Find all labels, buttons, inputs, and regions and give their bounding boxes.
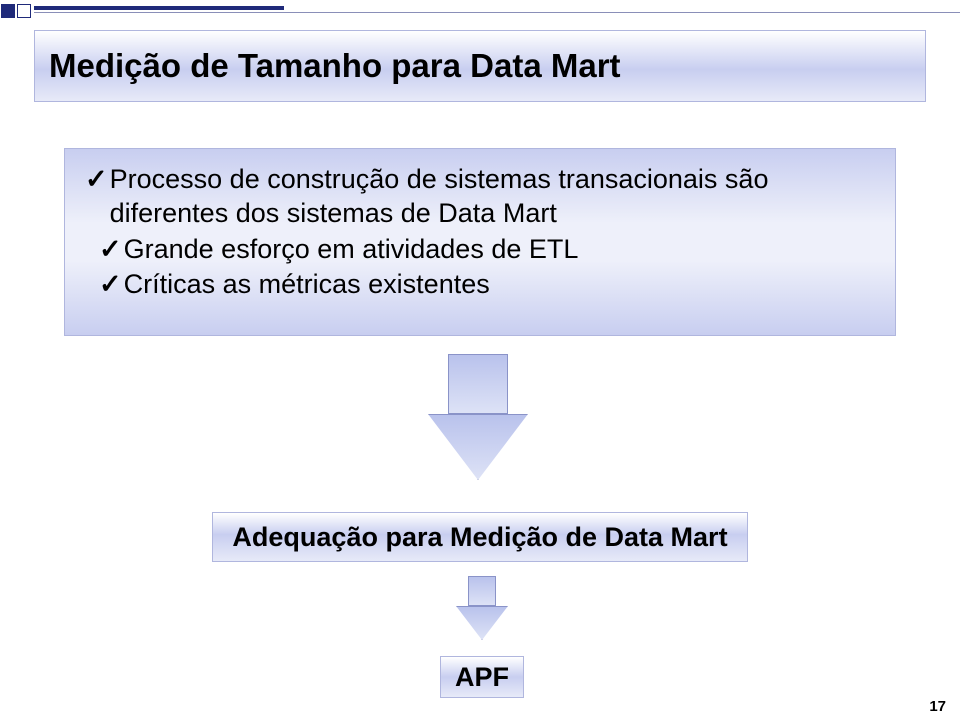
apf-text: APF bbox=[455, 662, 509, 693]
page-number: 17 bbox=[929, 698, 946, 715]
deco-square-filled bbox=[1, 4, 15, 18]
arrow-stem bbox=[468, 576, 496, 606]
mid-box-text: Adequação para Medição de Data Mart bbox=[232, 522, 727, 553]
title-box: Medição de Tamanho para Data Mart bbox=[34, 30, 926, 102]
content-box: ✓ Processo de construção de sistemas tra… bbox=[64, 148, 896, 336]
arrow-head bbox=[428, 414, 528, 480]
bullet-item: ✓ Críticas as métricas existentes bbox=[85, 268, 875, 302]
bullet-item: ✓ Grande esforço em atividades de ETL bbox=[85, 233, 875, 267]
arrow-head bbox=[456, 606, 508, 640]
top-decoration bbox=[0, 4, 960, 18]
mid-box: Adequação para Medição de Data Mart bbox=[212, 512, 748, 562]
check-icon: ✓ bbox=[85, 163, 108, 195]
bullet-item: ✓ Processo de construção de sistemas tra… bbox=[85, 163, 875, 231]
bullet-text: Grande esforço em atividades de ETL bbox=[124, 233, 579, 267]
deco-square-outline bbox=[17, 4, 31, 18]
deco-line-thick bbox=[34, 6, 284, 10]
bullet-text: Processo de construção de sistemas trans… bbox=[110, 163, 875, 231]
bullet-text: Críticas as métricas existentes bbox=[124, 268, 490, 302]
check-icon: ✓ bbox=[99, 268, 122, 300]
deco-line-thin bbox=[34, 12, 960, 13]
arrow-stem bbox=[448, 354, 508, 414]
page-title: Medição de Tamanho para Data Mart bbox=[49, 47, 621, 85]
check-icon: ✓ bbox=[99, 233, 122, 265]
apf-box: APF bbox=[440, 656, 524, 698]
